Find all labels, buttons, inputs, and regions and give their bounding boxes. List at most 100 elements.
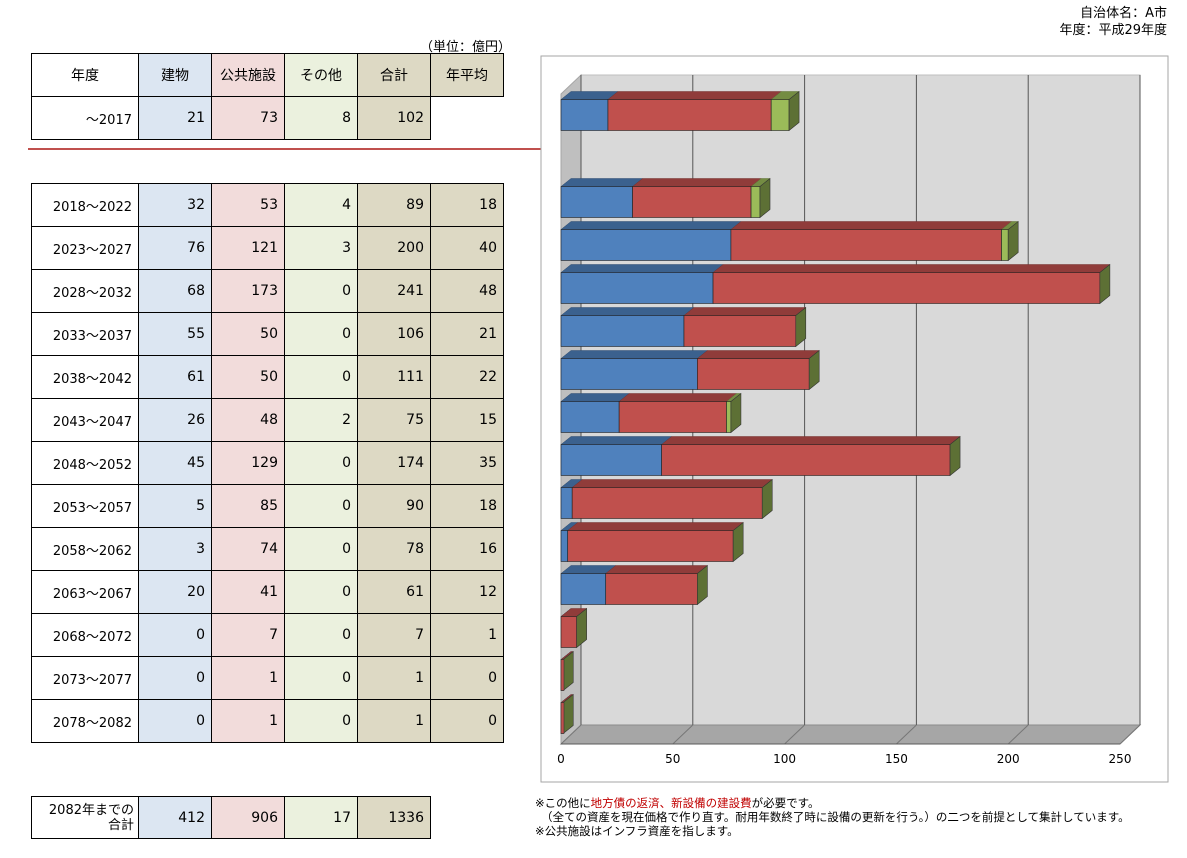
col-header-total: 合計 xyxy=(357,53,431,97)
table-row: 2043～2047 26 48 2 75 15 xyxy=(31,398,504,442)
bar-segment xyxy=(605,573,698,605)
bar-end-face xyxy=(808,349,820,391)
col-header-public: 公共施設 xyxy=(211,53,285,97)
table-row: 2023～2027 76 121 3 200 40 xyxy=(31,226,504,270)
total-sum: 1336 xyxy=(357,796,431,839)
cell-avg: 16 xyxy=(430,527,504,571)
bar-top-face xyxy=(566,522,744,531)
bar-top-face xyxy=(571,479,773,488)
bar-segment xyxy=(770,99,790,131)
cell-other: 0 xyxy=(284,355,358,399)
bar-end-face xyxy=(761,478,773,520)
cell-other: 0 xyxy=(284,484,358,528)
bar-segment xyxy=(730,229,1002,261)
cell-avg: 18 xyxy=(430,484,504,528)
bar-end-face xyxy=(1099,263,1111,305)
cell-period: 2068～2072 xyxy=(31,613,139,657)
bar-segment xyxy=(560,358,698,390)
total-row: 2082年までの 合計 412 906 17 1336 xyxy=(31,796,431,839)
cell-other: 0 xyxy=(284,312,358,356)
cell-total: 241 xyxy=(357,269,431,313)
cell-building: 26 xyxy=(138,398,212,442)
cell-other: 0 xyxy=(284,527,358,571)
bar-top-face xyxy=(618,393,738,402)
cell-public: 7 xyxy=(211,613,285,657)
cell-period: 2073～2077 xyxy=(31,656,139,700)
cell-other: 0 xyxy=(284,570,358,614)
bar-end-face xyxy=(949,435,961,477)
bar-segment xyxy=(632,186,752,218)
cell-period: 2078～2082 xyxy=(31,699,139,743)
cell-total: 75 xyxy=(357,398,431,442)
floor xyxy=(559,724,1142,745)
bar-segment xyxy=(560,229,732,261)
cell-public: 121 xyxy=(211,226,285,270)
table-row: 2033～2037 55 50 0 106 21 xyxy=(31,312,504,356)
bar-segment xyxy=(571,487,763,519)
col-header-avg: 年平均 xyxy=(430,53,504,97)
bar-top-face xyxy=(696,350,820,359)
cell-avg: 48 xyxy=(430,269,504,313)
bar-segment xyxy=(560,401,620,433)
cell-building: 61 xyxy=(138,355,212,399)
note-1a: ※この他に xyxy=(535,796,591,810)
grid-floor-line xyxy=(896,724,917,745)
cell-avg: 0 xyxy=(430,699,504,743)
bar-top-face xyxy=(660,436,961,445)
cell-public: 53 xyxy=(211,183,285,227)
cell-period: 2053～2057 xyxy=(31,484,139,528)
total-label-line2: 合計 xyxy=(107,817,134,833)
cell-avg: 18 xyxy=(430,183,504,227)
bar-segment xyxy=(560,444,662,476)
cell-public: 74 xyxy=(211,527,285,571)
cell-other: 2 xyxy=(284,398,358,442)
bar-end-face xyxy=(730,392,742,434)
cell-avg: 0 xyxy=(430,656,504,700)
note-line-2: （全ての資産を現在価格で作り直す。耐用年数終了時に設備の更新を行う。）の二つを前… xyxy=(541,810,1130,824)
cell-total: 111 xyxy=(357,355,431,399)
cell-public: 50 xyxy=(211,312,285,356)
cell-building: 32 xyxy=(138,183,212,227)
cell-total: 1 xyxy=(357,656,431,700)
grid-floor-line xyxy=(784,724,805,745)
bar-top-face xyxy=(683,307,807,316)
footnotes: ※この他に地方債の返済、新設備の建設費が必要です。 （全ての資産を現在価格で作り… xyxy=(535,796,1130,838)
cell-building: 55 xyxy=(138,312,212,356)
cell-building: 0 xyxy=(138,699,212,743)
col-header-period: 年度 xyxy=(31,53,139,97)
cell-building: 76 xyxy=(138,226,212,270)
x-tick-label: 150 xyxy=(885,752,908,766)
note-line-1: ※この他に地方債の返済、新設備の建設費が必要です。 xyxy=(535,796,1130,810)
cell-other: 4 xyxy=(284,183,358,227)
projection-table: 2018～2022 32 53 4 89 18 2023～2027 76 121 3 200 40 20… xyxy=(31,183,504,743)
bar-top-face xyxy=(560,264,724,273)
bar-segment xyxy=(697,358,810,390)
total-other: 17 xyxy=(284,796,358,839)
grid-floor-line xyxy=(1119,724,1141,745)
table-row: 2018～2022 32 53 4 89 18 xyxy=(31,183,504,227)
table-row: 2038～2042 61 50 0 111 22 xyxy=(31,355,504,399)
bar-end-face xyxy=(795,306,807,348)
total-label-line1: 2082年までの xyxy=(48,802,134,818)
bar-segment xyxy=(560,573,607,605)
past-total: 102 xyxy=(357,96,431,140)
bar-sliver xyxy=(560,659,565,691)
cell-public: 1 xyxy=(211,699,285,743)
table-row: 2063～2067 20 41 0 61 12 xyxy=(31,570,504,614)
cell-avg: 35 xyxy=(430,441,504,485)
x-tick-label: 200 xyxy=(997,752,1020,766)
bar-segment xyxy=(1001,229,1009,261)
past-period: ～2017 xyxy=(31,96,139,140)
bar-end-face xyxy=(1007,220,1019,262)
bar-segment xyxy=(560,315,685,347)
cell-avg: 40 xyxy=(430,226,504,270)
bar-segment xyxy=(560,530,569,562)
cell-other: 3 xyxy=(284,226,358,270)
bar-segment xyxy=(560,186,633,218)
bar-segment xyxy=(712,272,1101,304)
fiscal-year-label: 年度：平成29年度 xyxy=(1059,23,1167,38)
table-row: 2028～2032 68 173 0 241 48 xyxy=(31,269,504,313)
bar-top-face xyxy=(607,91,782,100)
bar-segment xyxy=(560,487,573,519)
